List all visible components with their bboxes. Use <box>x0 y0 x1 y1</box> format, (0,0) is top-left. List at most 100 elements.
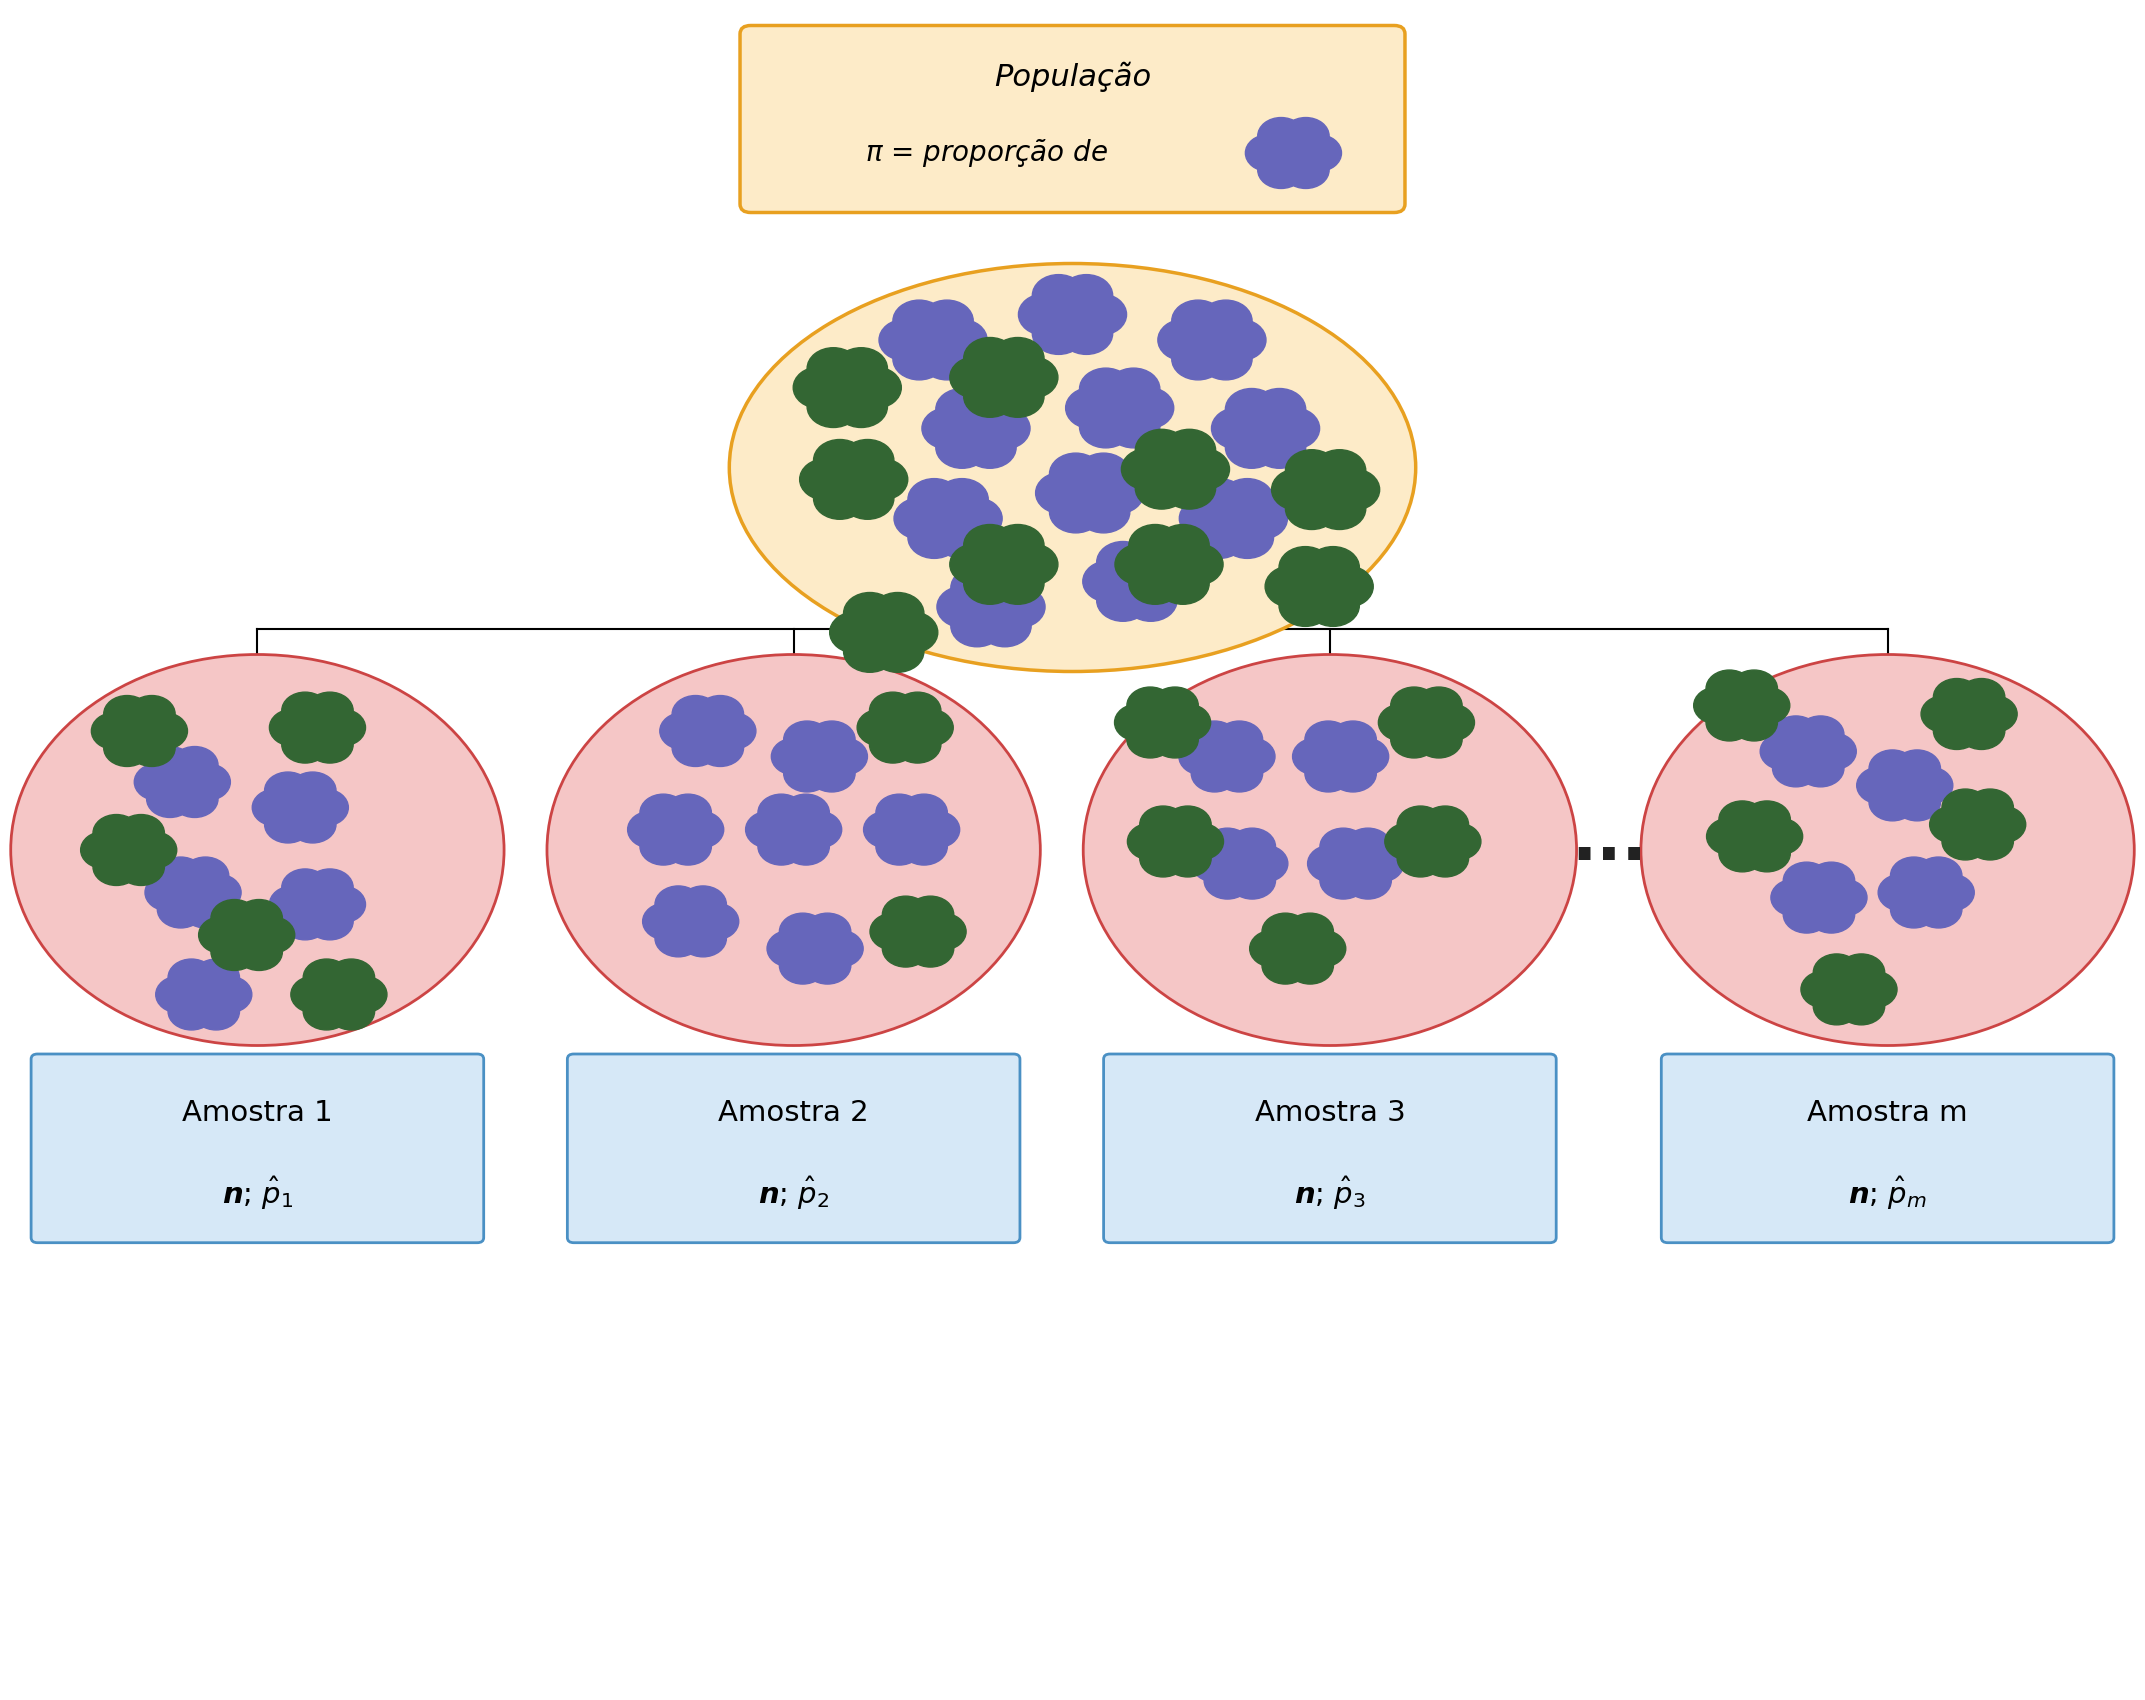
Circle shape <box>1171 338 1225 379</box>
Circle shape <box>290 772 337 809</box>
Circle shape <box>1229 828 1276 865</box>
Circle shape <box>1092 473 1143 513</box>
Circle shape <box>858 709 903 746</box>
Circle shape <box>1193 517 1246 558</box>
Circle shape <box>1221 517 1274 558</box>
Circle shape <box>1894 750 1941 787</box>
Circle shape <box>1705 670 1752 707</box>
Circle shape <box>1774 724 1843 779</box>
Circle shape <box>292 976 337 1013</box>
Circle shape <box>757 828 804 865</box>
Circle shape <box>1251 930 1296 967</box>
Circle shape <box>1139 806 1186 843</box>
Circle shape <box>894 498 946 539</box>
Circle shape <box>199 916 245 954</box>
Circle shape <box>1744 801 1791 838</box>
Circle shape <box>1126 721 1173 758</box>
Circle shape <box>1772 716 1819 753</box>
Circle shape <box>882 930 929 967</box>
FancyBboxPatch shape <box>32 1054 485 1243</box>
Circle shape <box>92 712 137 750</box>
Circle shape <box>978 605 1032 646</box>
Circle shape <box>1083 561 1135 602</box>
Circle shape <box>1216 755 1263 792</box>
Text: Amostra 1: Amostra 1 <box>182 1098 332 1127</box>
Circle shape <box>1163 430 1216 471</box>
Circle shape <box>963 389 1017 430</box>
Circle shape <box>628 811 674 848</box>
Circle shape <box>1060 313 1113 354</box>
Circle shape <box>1139 561 1190 602</box>
Circle shape <box>1049 491 1103 532</box>
Circle shape <box>909 488 987 549</box>
Circle shape <box>1720 809 1789 864</box>
Circle shape <box>1263 921 1332 976</box>
Circle shape <box>1225 427 1278 468</box>
Circle shape <box>935 389 989 430</box>
Circle shape <box>1293 738 1338 775</box>
FancyBboxPatch shape <box>1660 1054 2115 1243</box>
Circle shape <box>148 755 217 809</box>
Circle shape <box>937 398 1015 459</box>
Circle shape <box>1242 845 1287 882</box>
Circle shape <box>843 593 897 634</box>
Circle shape <box>641 802 710 857</box>
Circle shape <box>1306 729 1375 784</box>
Circle shape <box>1229 862 1276 899</box>
Circle shape <box>210 933 257 971</box>
Circle shape <box>834 386 888 427</box>
Circle shape <box>639 828 686 865</box>
Circle shape <box>1967 789 2014 826</box>
Circle shape <box>935 517 989 558</box>
Circle shape <box>1283 151 1330 189</box>
Circle shape <box>1319 828 1366 865</box>
Circle shape <box>1122 388 1173 428</box>
Circle shape <box>901 794 948 831</box>
Circle shape <box>1894 784 1941 821</box>
Circle shape <box>907 479 961 520</box>
Circle shape <box>1287 947 1334 984</box>
Circle shape <box>1135 468 1188 508</box>
Circle shape <box>869 726 916 763</box>
Circle shape <box>875 794 922 831</box>
Circle shape <box>172 780 219 818</box>
Circle shape <box>815 449 892 510</box>
Circle shape <box>654 920 701 957</box>
Circle shape <box>907 930 955 967</box>
Circle shape <box>1261 913 1308 950</box>
Circle shape <box>922 408 974 449</box>
Circle shape <box>1330 755 1377 792</box>
Circle shape <box>807 348 860 389</box>
Circle shape <box>680 920 727 957</box>
Circle shape <box>1705 704 1752 741</box>
Circle shape <box>1272 469 1323 510</box>
Circle shape <box>978 568 1032 609</box>
Circle shape <box>167 959 214 996</box>
Circle shape <box>757 794 804 831</box>
Circle shape <box>212 908 281 962</box>
Circle shape <box>1306 547 1360 588</box>
Circle shape <box>1122 449 1173 490</box>
Circle shape <box>1225 389 1278 430</box>
Circle shape <box>772 738 817 775</box>
Circle shape <box>894 692 942 729</box>
Circle shape <box>1195 488 1272 549</box>
Circle shape <box>1036 473 1088 513</box>
Circle shape <box>871 593 924 634</box>
Circle shape <box>1907 767 1952 804</box>
Circle shape <box>1261 947 1308 984</box>
Text: $\boldsymbol{n}$; $\boldsymbol{\hat{p}_1}$: $\boldsymbol{n}$; $\boldsymbol{\hat{p}_1… <box>221 1175 294 1212</box>
Circle shape <box>1221 479 1274 520</box>
Circle shape <box>1707 818 1752 855</box>
Circle shape <box>1268 408 1319 449</box>
Circle shape <box>1128 563 1182 604</box>
Circle shape <box>1128 525 1182 566</box>
Circle shape <box>950 357 1002 398</box>
Circle shape <box>1178 823 1223 860</box>
Circle shape <box>950 544 1002 585</box>
Circle shape <box>1287 459 1364 520</box>
Circle shape <box>1137 439 1214 500</box>
Circle shape <box>914 811 959 848</box>
Circle shape <box>886 612 937 653</box>
Circle shape <box>1253 389 1306 430</box>
